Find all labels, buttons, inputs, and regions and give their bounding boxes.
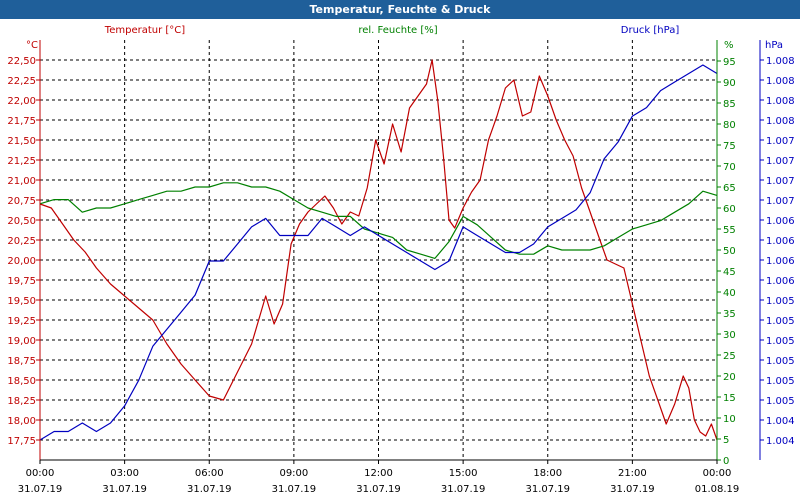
grid-lines bbox=[40, 40, 717, 460]
x-tick-time: 00:00 bbox=[703, 468, 732, 479]
pressure-tick-label: 1.007 bbox=[766, 196, 795, 207]
humidity-tick-label: 20 bbox=[723, 372, 736, 383]
temperature-tick-label: 20,25 bbox=[7, 236, 36, 247]
pressure-unit: hPa bbox=[765, 40, 783, 51]
pressure-tick-label: 1.005 bbox=[766, 356, 795, 367]
pressure-tick-label: 1.006 bbox=[766, 216, 795, 227]
humidity-axis-label: rel. Feuchte [%] bbox=[358, 25, 437, 36]
temperature-unit: °C bbox=[26, 40, 38, 51]
humidity-unit: % bbox=[724, 40, 734, 51]
x-tick-time: 12:00 bbox=[364, 468, 393, 479]
x-tick-date: 31.07.19 bbox=[610, 484, 655, 495]
tick-labels: 17,75 18,00 18,25 18,50 18,75 19,00 19,25 19,50… bbox=[7, 56, 794, 495]
x-tick-date: 31.07.19 bbox=[525, 484, 570, 495]
humidity-series-line bbox=[39, 182, 718, 259]
humidity-tick-label: 90 bbox=[723, 78, 736, 89]
temperature-tick-label: 22,50 bbox=[7, 56, 36, 67]
pressure-tick-label: 1.007 bbox=[766, 156, 795, 167]
x-tick-date: 31.07.19 bbox=[272, 484, 317, 495]
pressure-axis-label: Druck [hPa] bbox=[621, 25, 680, 36]
temperature-tick-label: 21,00 bbox=[7, 176, 36, 187]
pressure-tick-label: 1.008 bbox=[766, 116, 795, 127]
temperature-tick-label: 19,00 bbox=[7, 336, 36, 347]
pressure-tick-label: 1.008 bbox=[766, 96, 795, 107]
pressure-tick-label: 1.008 bbox=[766, 56, 795, 67]
pressure-tick-label: 1.005 bbox=[766, 376, 795, 387]
temperature-tick-label: 18,75 bbox=[7, 356, 36, 367]
temperature-series-line bbox=[39, 59, 718, 441]
humidity-tick-label: 0 bbox=[723, 456, 729, 467]
humidity-tick-label: 55 bbox=[723, 225, 736, 236]
humidity-tick-label: 5 bbox=[723, 435, 729, 446]
temperature-tick-label: 21,75 bbox=[7, 116, 36, 127]
temperature-tick-label: 18,50 bbox=[7, 376, 36, 387]
humidity-tick-label: 85 bbox=[723, 99, 736, 110]
temperature-tick-label: 21,50 bbox=[7, 136, 36, 147]
temperature-tick-label: 22,25 bbox=[7, 76, 36, 87]
temperature-tick-label: 22,00 bbox=[7, 96, 36, 107]
x-tick-time: 00:00 bbox=[26, 468, 55, 479]
temperature-tick-label: 18,00 bbox=[7, 416, 36, 427]
axes bbox=[36, 40, 764, 464]
pressure-tick-label: 1.006 bbox=[766, 236, 795, 247]
humidity-tick-label: 75 bbox=[723, 141, 736, 152]
temperature-tick-label: 19,25 bbox=[7, 316, 36, 327]
temperature-tick-label: 17,75 bbox=[7, 436, 36, 447]
pressure-tick-label: 1.004 bbox=[766, 436, 795, 447]
humidity-tick-label: 70 bbox=[723, 162, 736, 173]
pressure-tick-label: 1.006 bbox=[766, 276, 795, 287]
humidity-tick-label: 95 bbox=[723, 57, 736, 68]
humidity-tick-label: 15 bbox=[723, 393, 736, 404]
humidity-tick-label: 65 bbox=[723, 183, 736, 194]
chart-title: Temperatur, Feuchte & Druck bbox=[0, 0, 800, 19]
temperature-tick-label: 20,75 bbox=[7, 196, 36, 207]
x-tick-time: 06:00 bbox=[195, 468, 224, 479]
x-tick-time: 18:00 bbox=[533, 468, 562, 479]
pressure-tick-label: 1.006 bbox=[766, 256, 795, 267]
humidity-tick-label: 50 bbox=[723, 246, 736, 257]
pressure-tick-label: 1.005 bbox=[766, 316, 795, 327]
series-lines bbox=[39, 59, 718, 441]
humidity-tick-label: 30 bbox=[723, 330, 736, 341]
humidity-tick-label: 25 bbox=[723, 351, 736, 362]
temperature-axis-label: Temperatur [°C] bbox=[104, 25, 185, 36]
pressure-tick-label: 1.007 bbox=[766, 176, 795, 187]
temperature-tick-label: 21,25 bbox=[7, 156, 36, 167]
temperature-tick-label: 20,00 bbox=[7, 256, 36, 267]
pressure-tick-label: 1.005 bbox=[766, 296, 795, 307]
humidity-tick-label: 45 bbox=[723, 267, 736, 278]
x-tick-time: 09:00 bbox=[279, 468, 308, 479]
x-tick-date: 31.07.19 bbox=[102, 484, 147, 495]
temperature-tick-label: 19,50 bbox=[7, 296, 36, 307]
x-tick-date: 31.07.19 bbox=[441, 484, 486, 495]
temperature-tick-label: 20,50 bbox=[7, 216, 36, 227]
x-tick-date: 01.08.19 bbox=[695, 484, 740, 495]
humidity-tick-label: 80 bbox=[723, 120, 736, 131]
humidity-tick-label: 35 bbox=[723, 309, 736, 320]
pressure-tick-label: 1.004 bbox=[766, 416, 795, 427]
x-tick-time: 21:00 bbox=[618, 468, 647, 479]
x-tick-time: 15:00 bbox=[449, 468, 478, 479]
pressure-tick-label: 1.005 bbox=[766, 336, 795, 347]
x-tick-date: 31.07.19 bbox=[356, 484, 401, 495]
temperature-tick-label: 19,75 bbox=[7, 276, 36, 287]
x-tick-date: 31.07.19 bbox=[18, 484, 63, 495]
temperature-tick-label: 18,25 bbox=[7, 396, 36, 407]
x-tick-time: 03:00 bbox=[110, 468, 139, 479]
x-tick-date: 31.07.19 bbox=[187, 484, 232, 495]
humidity-tick-label: 10 bbox=[723, 414, 736, 425]
pressure-tick-label: 1.007 bbox=[766, 136, 795, 147]
humidity-tick-label: 60 bbox=[723, 204, 736, 215]
pressure-tick-label: 1.005 bbox=[766, 396, 795, 407]
pressure-series-line bbox=[39, 64, 718, 441]
humidity-tick-label: 40 bbox=[723, 288, 736, 299]
pressure-tick-label: 1.008 bbox=[766, 76, 795, 87]
